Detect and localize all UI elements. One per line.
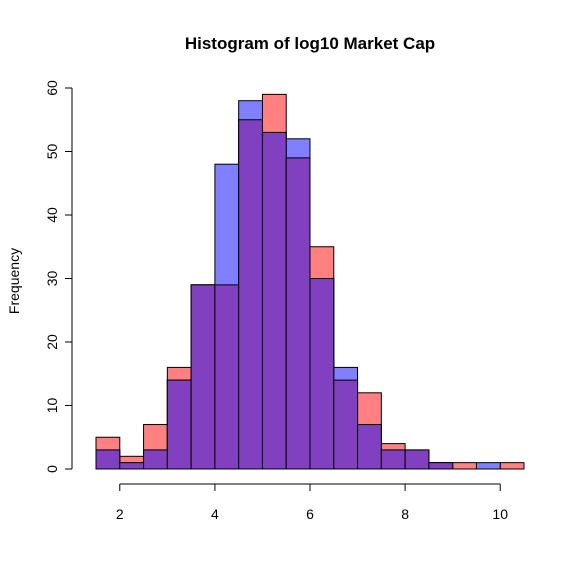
y-tick-label: 30 (44, 271, 60, 287)
overlap-bar (309, 278, 335, 470)
red-bar (452, 462, 477, 470)
y-axis-label: Frequency (6, 248, 22, 314)
chart-title: Histogram of log10 Market Cap (185, 34, 435, 53)
y-axis: 0 10 20 30 40 50 60 (44, 80, 73, 473)
x-tick-label: 8 (401, 506, 409, 522)
overlap-bar (404, 449, 430, 470)
y-tick-label: 40 (44, 207, 60, 223)
x-tick-label: 10 (492, 506, 508, 522)
overlap-bar (428, 462, 454, 470)
overlap-bar (357, 424, 382, 470)
overlap-bar (190, 284, 216, 470)
overlap-bar (143, 449, 168, 470)
overlap-bar (261, 131, 287, 470)
y-tick-label: 20 (44, 334, 60, 350)
overlap-bar (214, 284, 240, 470)
overlap-bar (333, 379, 359, 470)
y-tick-label: 50 (44, 144, 60, 160)
blue-bar (475, 462, 501, 470)
overlap-bar (119, 462, 145, 470)
x-tick-label: 6 (306, 506, 314, 522)
red-bar (499, 462, 525, 470)
overlap-bar (95, 449, 121, 470)
x-tick-label: 4 (211, 506, 219, 522)
overlap-bar (285, 157, 311, 470)
overlap-bars (95, 119, 454, 470)
overlap-bar (166, 379, 192, 470)
y-tick-label: 0 (44, 465, 60, 473)
overlap-bar (238, 119, 263, 470)
y-tick-label: 60 (44, 80, 60, 96)
y-tick-label: 10 (44, 398, 60, 414)
x-tick-label: 2 (116, 506, 124, 522)
overlap-bar (380, 449, 406, 470)
x-axis: 2 4 6 8 10 (116, 483, 508, 522)
